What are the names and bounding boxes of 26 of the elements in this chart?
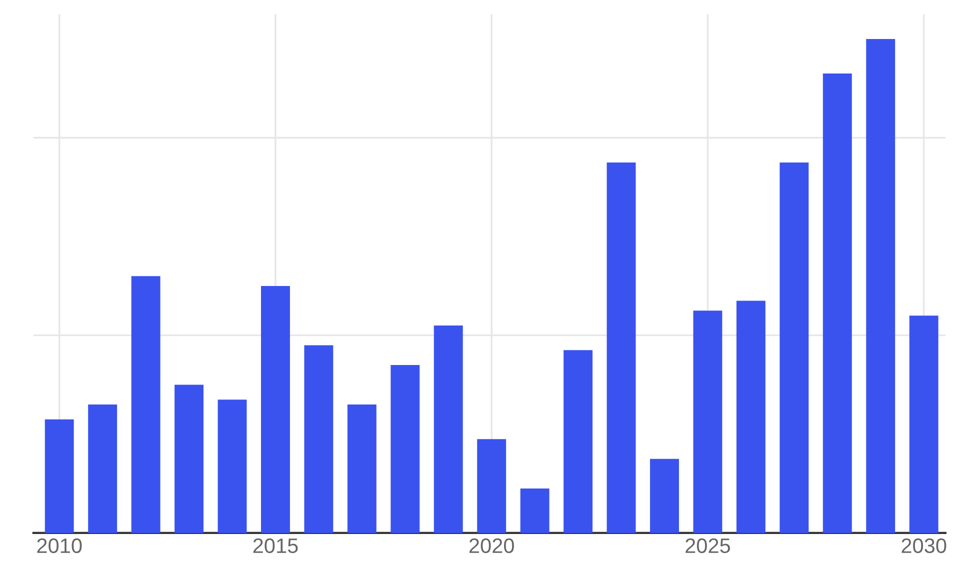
x-tick-label: 2010	[37, 538, 82, 554]
bar	[909, 316, 938, 533]
bar	[736, 300, 766, 533]
bar	[347, 404, 376, 533]
bar	[261, 286, 290, 533]
bar	[606, 162, 636, 533]
bar	[304, 345, 334, 533]
bar	[131, 276, 160, 533]
bar	[434, 325, 463, 533]
bar	[390, 364, 420, 533]
bar	[822, 74, 852, 533]
bar	[564, 350, 593, 533]
bar	[650, 458, 679, 533]
x-tick-label: 2030	[902, 538, 946, 554]
x-tick-label: 2025	[686, 538, 730, 554]
bar	[174, 384, 204, 533]
x-tick-label: 2015	[253, 538, 298, 554]
x-tick-label: 2020	[469, 538, 514, 554]
bar	[218, 400, 247, 533]
bar	[44, 419, 74, 533]
bar	[866, 38, 896, 533]
bar	[693, 310, 722, 533]
bar	[520, 488, 550, 533]
bar	[88, 404, 118, 533]
bar	[477, 439, 506, 533]
bar	[780, 162, 809, 533]
